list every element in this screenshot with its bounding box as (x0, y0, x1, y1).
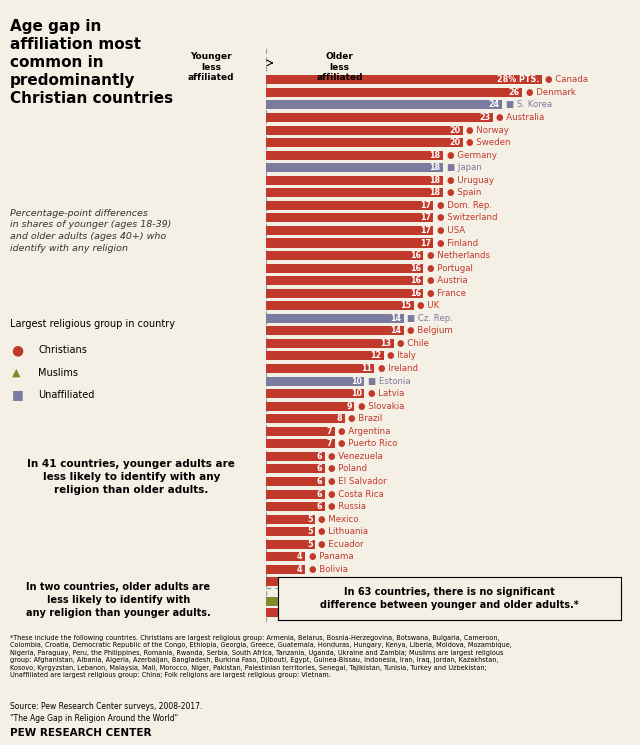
Text: 14: 14 (390, 326, 401, 335)
Text: Source: Pew Research Center surveys, 2008-2017.
"The Age Gap in Religion Around : Source: Pew Research Center surveys, 200… (10, 702, 202, 723)
Text: PEW RESEARCH CENTER: PEW RESEARCH CENTER (10, 728, 151, 738)
Bar (266, 489, 324, 498)
Bar (266, 440, 335, 448)
Bar (266, 364, 374, 373)
Text: ● Latvia: ● Latvia (368, 389, 404, 398)
Bar (266, 597, 295, 606)
Text: 4: 4 (297, 565, 303, 574)
Bar (266, 138, 463, 147)
Text: ● Puerto Rico: ● Puerto Rico (338, 440, 397, 448)
Text: 18: 18 (429, 163, 441, 172)
Bar (266, 301, 413, 311)
Bar (266, 163, 443, 172)
Text: ● Spain: ● Spain (447, 188, 481, 197)
Text: ● Belgium: ● Belgium (407, 326, 453, 335)
Bar (266, 376, 364, 386)
Text: ● USA: ● USA (436, 226, 465, 235)
Text: ● Poland: ● Poland (328, 464, 367, 473)
Text: 20: 20 (449, 126, 460, 135)
Bar (266, 188, 443, 197)
Text: ● UK: ● UK (417, 301, 439, 310)
Text: 9: 9 (346, 402, 352, 410)
Bar (266, 113, 493, 122)
Text: 15: 15 (400, 301, 411, 310)
Text: ● Netherlands: ● Netherlands (427, 251, 490, 260)
Bar (266, 414, 344, 423)
Bar (266, 389, 364, 398)
Text: ● Canada: ● Canada (545, 75, 588, 84)
Text: 20: 20 (449, 138, 460, 147)
Text: 5: 5 (307, 515, 312, 524)
Bar (266, 402, 355, 410)
Bar (266, 251, 424, 260)
Text: ● Norway: ● Norway (467, 126, 509, 135)
Text: ● Germany: ● Germany (447, 150, 497, 159)
Text: 13: 13 (380, 339, 392, 348)
Text: 10: 10 (351, 389, 362, 398)
Bar (266, 577, 295, 586)
Text: ●: ● (12, 343, 24, 357)
Bar (266, 75, 542, 84)
Bar (266, 326, 404, 335)
Text: 3: 3 (287, 608, 292, 617)
Text: ● Switzerland: ● Switzerland (436, 213, 497, 223)
Text: ● Panama: ● Panama (308, 552, 353, 561)
Text: 6: 6 (317, 502, 323, 511)
Text: 7: 7 (326, 427, 332, 436)
Bar (266, 150, 443, 159)
Text: ● Dom. Rep.: ● Dom. Rep. (436, 201, 492, 210)
Text: ● Costa Rica: ● Costa Rica (328, 489, 384, 498)
Bar (266, 515, 315, 524)
Text: ● France: ● France (427, 289, 466, 298)
Text: ■: ■ (12, 388, 23, 402)
Text: ● Italy: ● Italy (387, 352, 417, 361)
Text: Younger
less
affiliated: Younger less affiliated (188, 52, 235, 82)
Text: ● Brazil: ● Brazil (348, 414, 382, 423)
Text: Christians: Christians (38, 345, 87, 355)
Text: ● Finland: ● Finland (436, 238, 478, 247)
Text: Older
less
affiliated: Older less affiliated (316, 52, 363, 82)
Text: 18: 18 (429, 176, 441, 185)
Bar (266, 126, 463, 135)
Text: In 63 countries, there is no significant
difference between younger and older ad: In 63 countries, there is no significant… (320, 586, 579, 610)
Text: Largest religious group in country: Largest religious group in country (10, 319, 175, 329)
Text: ■ S. Korea: ■ S. Korea (506, 101, 552, 110)
Text: ● Argentina: ● Argentina (338, 427, 390, 436)
Text: ● Slovakia: ● Slovakia (358, 402, 404, 410)
Text: ● Lithuania: ● Lithuania (318, 527, 369, 536)
Text: 7: 7 (326, 440, 332, 448)
Text: Muslims: Muslims (38, 367, 79, 378)
Text: ● Mexico: ● Mexico (318, 515, 359, 524)
Text: 14: 14 (390, 314, 401, 323)
Text: 6: 6 (317, 464, 323, 473)
Text: 10: 10 (351, 376, 362, 386)
Bar (266, 502, 324, 511)
Text: 16: 16 (410, 289, 421, 298)
Text: Percentage-point differences
in shares of younger (ages 18-39)
and older adults : Percentage-point differences in shares o… (10, 209, 171, 253)
Text: 6: 6 (317, 452, 323, 461)
Text: ● Russia: ● Russia (328, 502, 366, 511)
Text: 6: 6 (317, 489, 323, 498)
Bar (266, 101, 502, 110)
Bar (266, 264, 424, 273)
Bar (266, 289, 424, 298)
Text: 28% PTS.: 28% PTS. (497, 75, 540, 84)
Bar (266, 552, 305, 561)
Text: 16: 16 (410, 264, 421, 273)
Text: 12: 12 (371, 352, 381, 361)
Text: ■ Estonia: ■ Estonia (368, 376, 410, 386)
Bar (266, 527, 315, 536)
Text: ● Ghana: ● Ghana (299, 608, 337, 617)
Bar (266, 352, 384, 361)
Text: 4: 4 (297, 552, 303, 561)
Bar (266, 477, 324, 486)
Text: ■ Japan: ■ Japan (447, 163, 481, 172)
Bar (266, 88, 522, 97)
Bar (266, 201, 433, 210)
Text: ● Portugal: ● Portugal (427, 264, 473, 273)
Text: 16: 16 (410, 276, 421, 285)
Bar (266, 452, 324, 461)
Text: ● Uruguay: ● Uruguay (447, 176, 493, 185)
Text: Age gap in
affiliation most
common in
predominantly
Christian countries: Age gap in affiliation most common in pr… (10, 19, 173, 106)
Text: 17: 17 (420, 201, 431, 210)
